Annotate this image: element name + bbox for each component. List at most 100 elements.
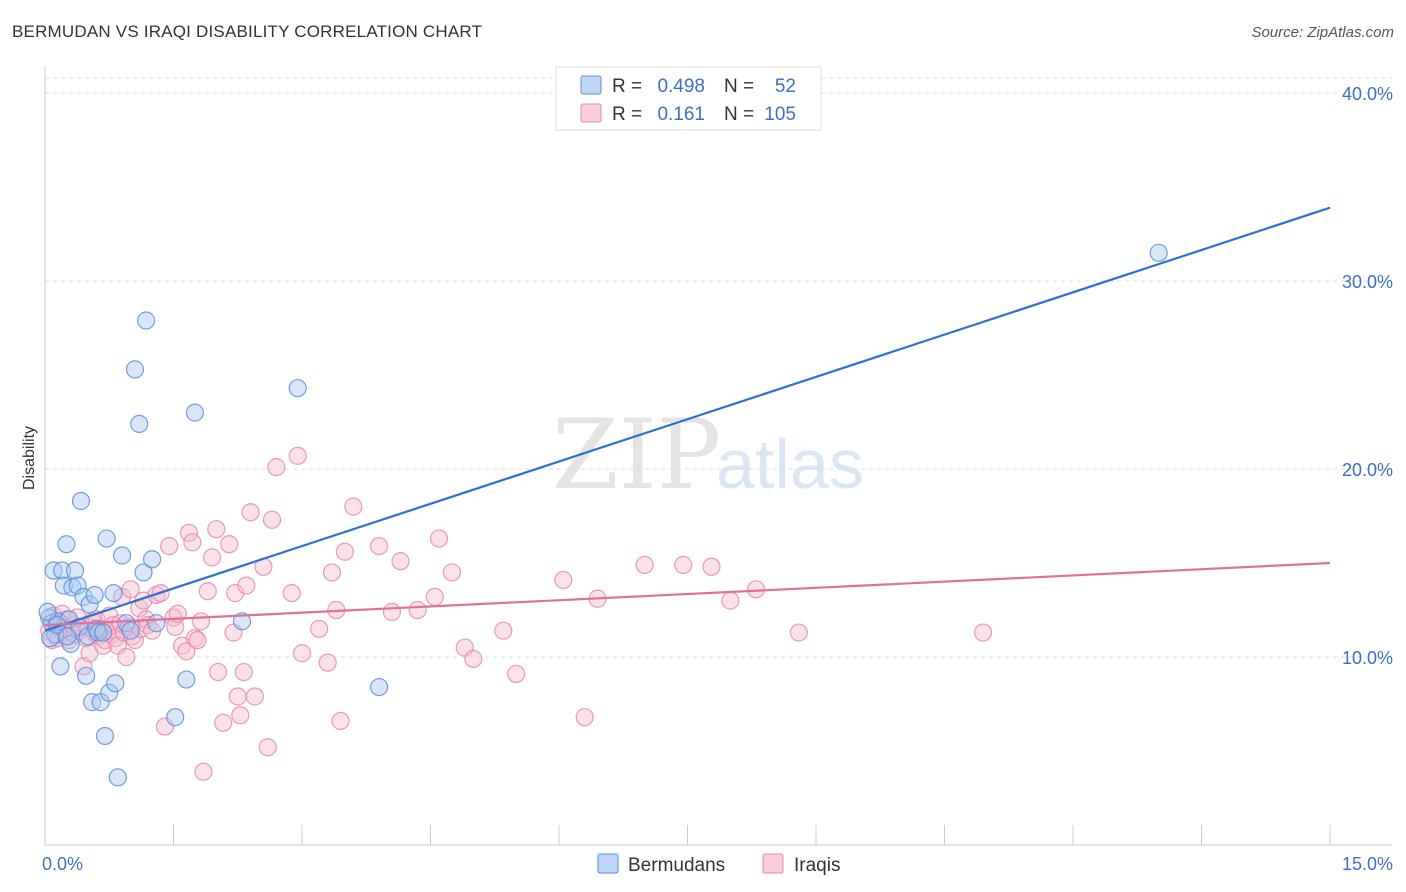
series-legend-label-iraqis: Iraqis	[794, 855, 840, 876]
series-legend-swatch-bermudans	[597, 853, 619, 874]
bermudan-point	[53, 561, 72, 580]
iraqi-point	[292, 644, 312, 663]
iraqi-point	[185, 629, 205, 648]
legend-n-label-iraqis: N =	[724, 104, 754, 125]
iraqi-point	[214, 713, 233, 732]
iraqi-point	[208, 662, 228, 682]
legend-swatch-iraqis	[580, 103, 602, 123]
bermudan-point	[58, 627, 77, 646]
iraqi-point	[318, 653, 337, 672]
x-tick-labels: 0.0% 15.0%	[42, 854, 1393, 874]
legend-n-value-bermudans: 52	[775, 76, 796, 97]
iraqi-point	[125, 630, 145, 650]
iraqi-point	[494, 621, 513, 640]
iraqi-point	[282, 583, 301, 603]
iraqi-point	[973, 623, 993, 642]
iraqi-point	[391, 552, 410, 571]
iraqi-point	[179, 523, 199, 543]
bermudan-point	[104, 583, 123, 603]
iraqi-point	[721, 591, 740, 610]
bermudan-point	[136, 311, 156, 330]
chart-source: Source: ZipAtlas.com	[1251, 24, 1394, 41]
bermudan-point	[166, 708, 185, 727]
bermudan-point	[130, 414, 149, 434]
iraqi-point	[554, 570, 573, 590]
y-axis-label: Disability	[21, 426, 38, 490]
bermudan-point	[65, 561, 85, 580]
x-tick-label-max: 15.0%	[1342, 854, 1393, 874]
iraqi-point	[220, 535, 239, 554]
bermudan-point	[80, 595, 99, 614]
trendlines	[44, 206, 1331, 632]
iraqi-point	[442, 563, 462, 582]
iraqi-point	[160, 536, 179, 556]
legend-swatch-bermudans	[580, 75, 602, 95]
iraqi-point	[228, 687, 247, 706]
iraqi-point	[425, 587, 444, 606]
iraqi-point	[245, 687, 264, 706]
bermudan-point	[232, 612, 252, 631]
trendline-bermudans	[44, 206, 1331, 632]
iraqi-point	[464, 649, 483, 668]
series-bermudans	[38, 243, 1168, 787]
iraqi-point	[674, 555, 693, 574]
bermudan-point	[97, 529, 116, 548]
iraqi-point	[789, 623, 808, 642]
legend-r-value-bermudans: 0.498	[657, 76, 705, 97]
iraqi-point	[370, 536, 389, 556]
series-legend-swatch-iraqis	[762, 853, 784, 874]
axes	[44, 66, 1392, 846]
bermudan-point	[100, 683, 119, 702]
iraqi-point	[344, 497, 363, 516]
iraqi-point	[408, 600, 427, 620]
bermudan-point	[38, 602, 57, 621]
iraqi-point	[202, 548, 222, 567]
iraqi-point	[335, 542, 354, 561]
x-tick-label-min: 0.0%	[42, 854, 83, 874]
iraqi-point	[191, 612, 211, 631]
iraqi-point	[635, 555, 654, 574]
stats-legend: R = 0.498 N = 52 R = 0.161 N = 105	[555, 66, 822, 131]
iraqi-point	[177, 642, 196, 661]
iraqi-point	[702, 557, 721, 576]
iraqi-point	[322, 563, 342, 582]
bermudan-point	[68, 576, 87, 595]
legend-n-value-iraqis: 105	[764, 104, 796, 125]
bermudan-point	[147, 614, 166, 633]
iraqi-point	[267, 458, 286, 477]
iraqi-point	[746, 580, 766, 599]
bermudan-point	[185, 403, 205, 422]
y-tick-label: 30.0%	[1342, 272, 1393, 292]
bermudan-point	[85, 585, 104, 605]
legend-r-value-iraqis: 0.161	[657, 104, 705, 125]
iraqi-point	[194, 762, 213, 781]
y-tick-label: 40.0%	[1342, 84, 1393, 104]
bermudan-point	[94, 623, 113, 642]
iraqi-point	[183, 533, 202, 552]
bermudan-point	[288, 379, 307, 398]
bermudan-point	[121, 621, 140, 640]
bermudan-point	[95, 726, 115, 746]
legend-r-label-iraqis: R =	[612, 104, 642, 125]
iraqi-point	[382, 602, 402, 621]
trendline-iraqis	[44, 561, 1331, 627]
bermudan-point	[142, 550, 162, 569]
bermudan-point	[370, 677, 389, 697]
bermudan-point	[77, 666, 96, 685]
iraqi-point	[121, 580, 140, 599]
bermudan-point	[106, 674, 125, 693]
iraqi-point	[234, 662, 253, 682]
series-legend-label-bermudans: Bermudans	[628, 855, 725, 876]
bermudan-point	[89, 623, 108, 642]
y-tick-label: 20.0%	[1342, 460, 1393, 480]
iraqi-point	[237, 576, 256, 595]
iraqi-point	[231, 706, 250, 725]
bermudan-point	[108, 768, 127, 787]
series-legend: Bermudans Iraqis	[597, 853, 840, 876]
series-iraqis	[40, 446, 993, 781]
iraqi-point	[241, 503, 260, 522]
bermudan-point	[1149, 243, 1168, 262]
iraqi-point	[575, 708, 594, 727]
iraqi-point	[207, 520, 226, 539]
